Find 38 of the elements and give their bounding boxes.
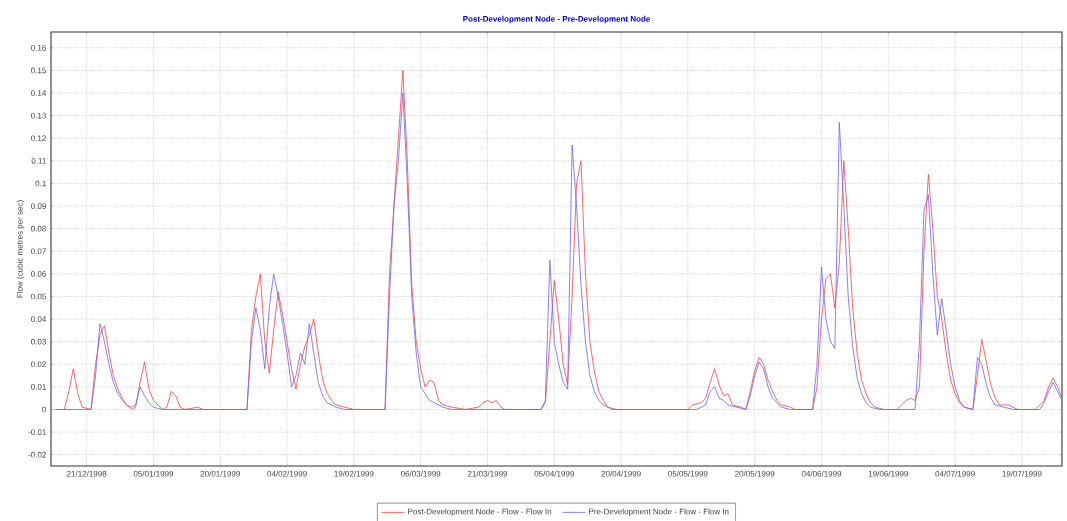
y-tick-label: 0.12 [31, 135, 46, 142]
legend-label: Post-Development Node - Flow - Flow In [408, 508, 552, 516]
y-tick-label: 0 [42, 406, 46, 413]
y-tick-label: 0.02 [31, 361, 46, 368]
y-tick-label: 0.1 [35, 180, 46, 187]
x-tick-label: 21/03/1999 [467, 470, 508, 477]
x-tick-label: 20/05/1999 [735, 470, 775, 477]
y-tick-label: 0.14 [31, 90, 47, 96]
x-tick-label: 05/05/1999 [668, 470, 708, 477]
y-tick-label: 0.15 [31, 67, 46, 74]
y-tick-label: -0.01 [28, 429, 46, 435]
y-tick-label: 0.01 [31, 384, 46, 390]
chart-title: Post-Development Node - Pre-Development Node [463, 15, 651, 24]
x-tick-label: 04/02/1999 [267, 470, 307, 477]
y-tick-label: 0.06 [31, 271, 46, 277]
legend-label: Pre-Development Node - Flow - Flow In [589, 508, 729, 516]
y-tick-label: -0.02 [28, 451, 46, 458]
y-tick-label: 0.16 [31, 44, 46, 51]
x-tick-label: 20/04/1999 [601, 470, 641, 477]
y-tick-label: 0.04 [31, 316, 47, 322]
y-tick-label: 0.05 [31, 293, 46, 300]
x-tick-label: 19/06/1999 [868, 470, 908, 477]
y-tick-label: 0.08 [31, 225, 46, 232]
x-tick-label: 04/07/1999 [935, 470, 975, 477]
y-axis-title: Flow (cubic metres per sec) [16, 200, 25, 298]
x-tick-label: 04/06/1999 [801, 470, 842, 477]
y-tick-label: 0.13 [31, 112, 46, 119]
x-tick-label: 21/12/1998 [67, 470, 107, 477]
y-tick-label: 0.07 [31, 248, 46, 255]
x-tick-label: 19/07/1999 [1002, 470, 1042, 477]
y-tick-label: 0.09 [31, 203, 46, 209]
x-tick-label: 05/04/1999 [534, 470, 574, 477]
x-tick-label: 19/02/1999 [334, 470, 374, 477]
y-tick-label: 0.03 [31, 338, 46, 345]
x-tick-label: 06/03/1999 [400, 470, 441, 477]
x-tick-label: 20/01/1999 [200, 470, 240, 477]
y-tick-label: 0.11 [31, 158, 46, 164]
x-tick-label: 05/01/1999 [133, 470, 174, 477]
